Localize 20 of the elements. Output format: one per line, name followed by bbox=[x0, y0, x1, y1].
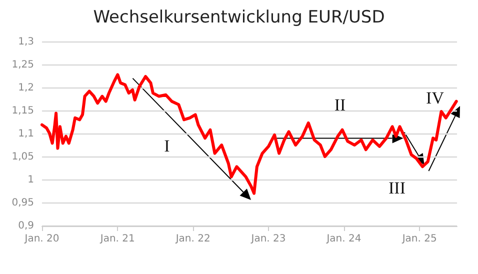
y-tick-label: 1 bbox=[28, 174, 34, 186]
y-tick-label: 0,95 bbox=[12, 198, 34, 208]
y-tick-label: 1,2 bbox=[18, 82, 34, 94]
y-tick-label: 1,3 bbox=[18, 36, 34, 48]
x-tick-label: Jan. 22 bbox=[174, 234, 210, 244]
y-tick-label: 1,1 bbox=[18, 128, 34, 140]
annotation: IV bbox=[426, 88, 445, 108]
y-tick-label: 1,15 bbox=[12, 106, 34, 116]
x-tick-label: Jan. 25 bbox=[401, 234, 437, 244]
y-tick-label: 0,9 bbox=[18, 220, 34, 232]
x-tick-label: Jan. 23 bbox=[250, 234, 286, 244]
y-tick-label: 1,05 bbox=[12, 152, 34, 162]
y-tick-label: 1,25 bbox=[12, 60, 34, 70]
annotation: II bbox=[334, 96, 346, 114]
x-tick-label: Jan. 24 bbox=[326, 234, 362, 244]
annotation: I bbox=[164, 136, 170, 156]
x-tick-label: Jan. 20 bbox=[24, 234, 60, 244]
annotation: III bbox=[388, 178, 406, 198]
chart-title: Wechselkursentwicklung EUR/USD bbox=[93, 8, 385, 28]
x-tick-label: Jan. 21 bbox=[99, 234, 135, 244]
